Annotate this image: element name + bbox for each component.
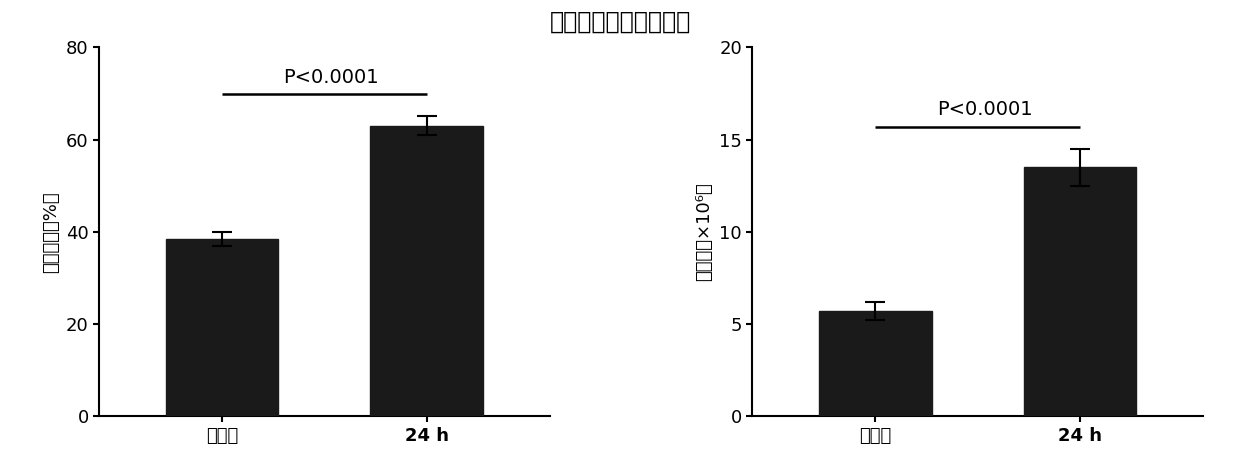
Y-axis label: 细胞比率（%）: 细胞比率（%）	[42, 191, 61, 272]
Bar	[371, 126, 484, 416]
Bar	[1024, 167, 1136, 416]
Text: 白细胞中的中性粒细胞: 白细胞中的中性粒细胞	[549, 9, 691, 34]
Bar	[818, 311, 931, 416]
Text: P<0.0001: P<0.0001	[936, 100, 1032, 119]
Bar	[166, 239, 278, 416]
Y-axis label: 细胞数（×10⁶）: 细胞数（×10⁶）	[696, 183, 713, 281]
Text: P<0.0001: P<0.0001	[284, 68, 379, 87]
